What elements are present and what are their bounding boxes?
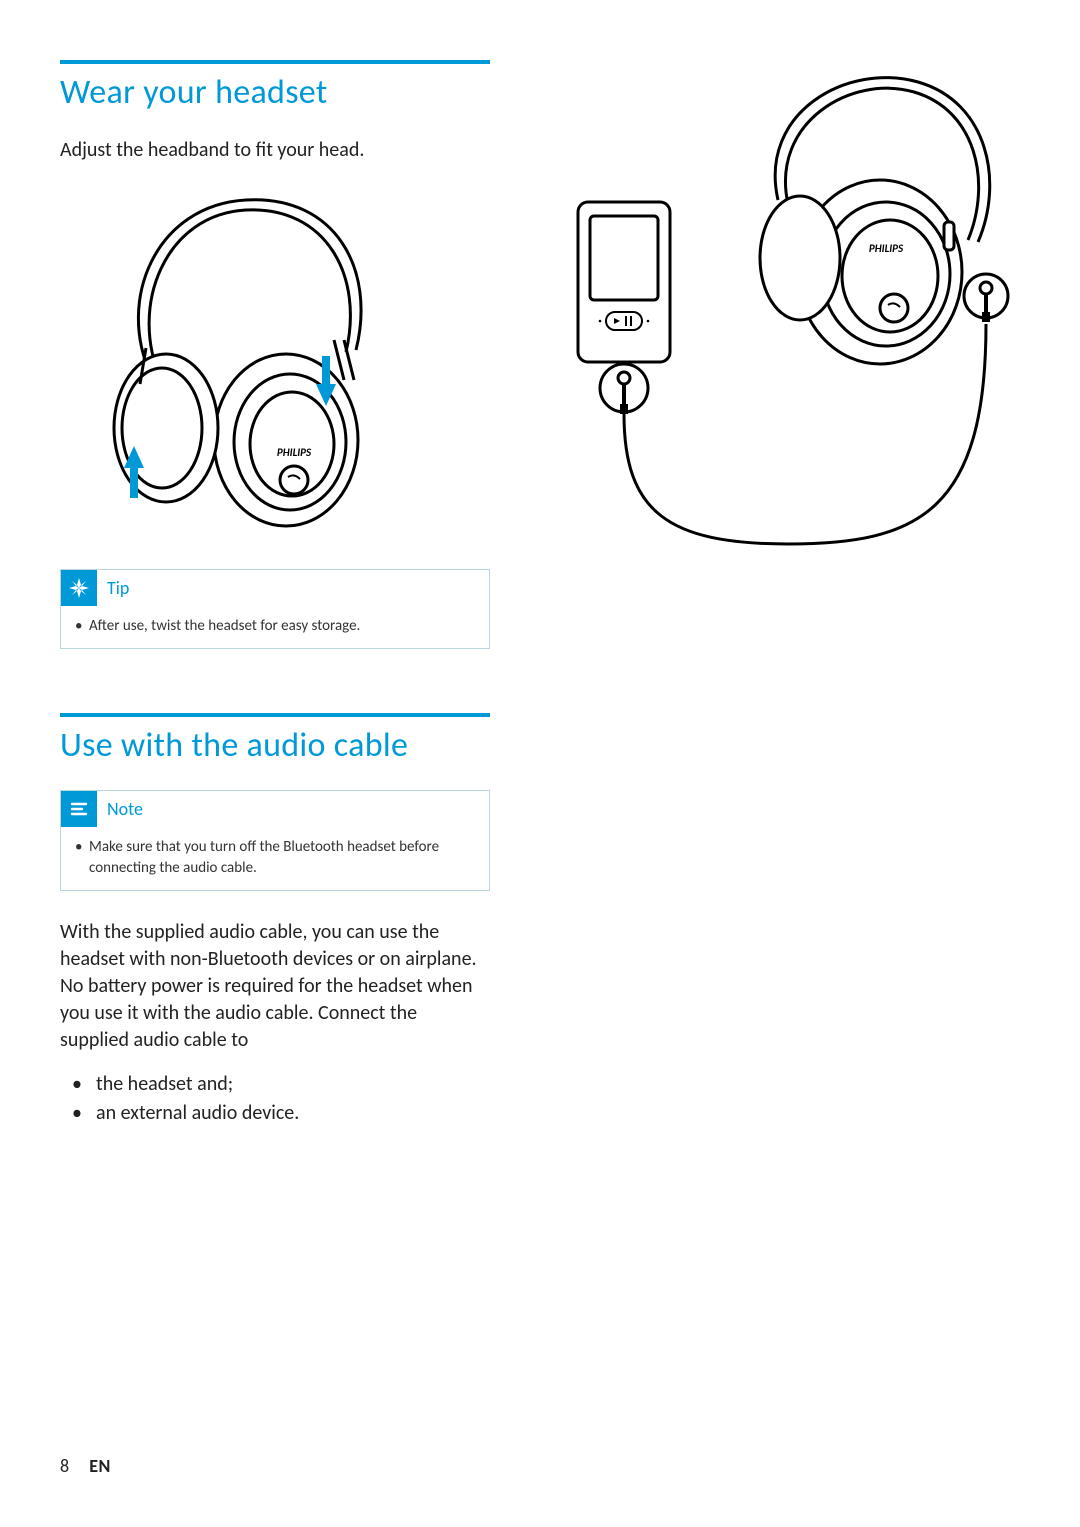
section-rule [60, 713, 490, 717]
section-title: Use with the audio cable [60, 725, 490, 766]
intro-text: Adjust the headband to fit your head. [60, 137, 490, 164]
list-item: an external audio device. [60, 1099, 490, 1128]
callout-header: Tip [61, 570, 489, 606]
section-rule [60, 60, 490, 64]
tip-body: After use, twist the headset for easy st… [61, 606, 489, 648]
tip-callout: Tip After use, twist the headset for eas… [60, 569, 490, 649]
note-item: Make sure that you turn off the Bluetoot… [75, 837, 475, 878]
figure-headset-adjust: PHILIPS [96, 180, 490, 545]
brand-text: PHILIPS [277, 446, 312, 459]
section-use-audio-cable: Use with the audio cable Note [60, 713, 490, 1128]
tip-label: Tip [97, 577, 129, 599]
page-footer: 8 EN [60, 1455, 111, 1477]
section-title: Wear your headset [60, 72, 490, 113]
tip-icon [61, 570, 97, 606]
callout-header: Note [61, 791, 489, 827]
section-wear-headset: Wear your headset Adjust the headband to… [60, 60, 490, 649]
page-number: 8 [60, 1455, 69, 1477]
section2-body: With the supplied audio cable, you can u… [60, 919, 490, 1054]
lang-code: EN [89, 1455, 111, 1477]
note-body: Make sure that you turn off the Bluetoot… [61, 827, 489, 890]
figure-audio-cable: PHILIPS [548, 72, 1018, 567]
tip-item: After use, twist the headset for easy st… [75, 616, 475, 636]
connect-list: the headset and; an external audio devic… [60, 1070, 490, 1128]
note-icon [61, 791, 97, 827]
note-label: Note [97, 798, 143, 820]
brand-text: PHILIPS [869, 242, 904, 255]
note-callout: Note Make sure that you turn off the Blu… [60, 790, 490, 891]
list-item: the headset and; [60, 1070, 490, 1099]
